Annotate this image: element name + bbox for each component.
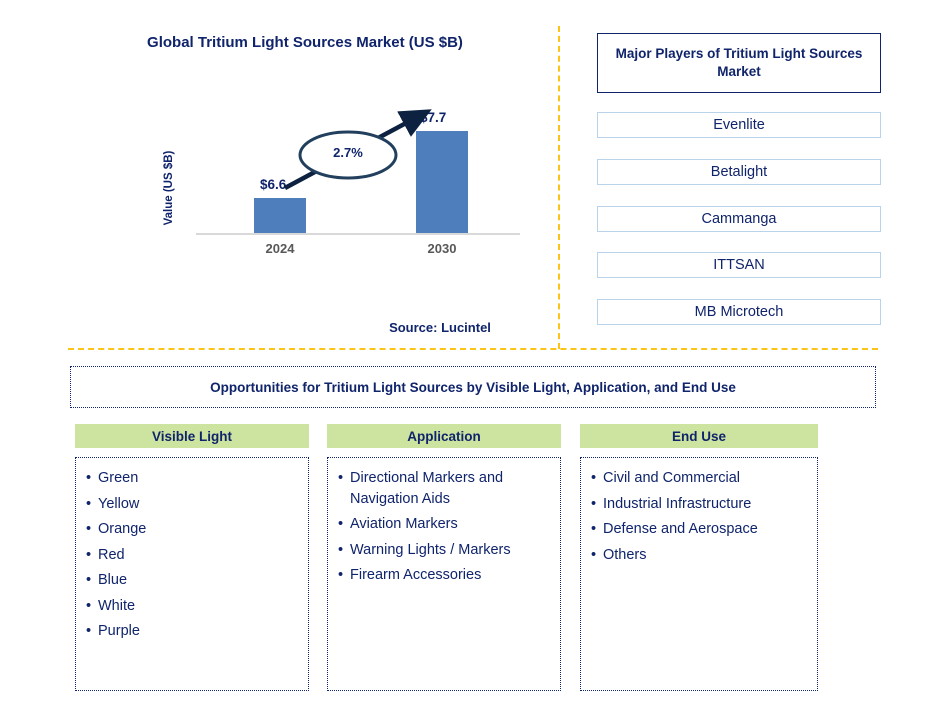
chart-source: Source: Lucintel [389, 320, 491, 335]
chart-title: Global Tritium Light Sources Market (US … [147, 34, 463, 51]
major-players-header: Major Players of Tritium Light Sources M… [597, 33, 881, 93]
list-item: Warning Lights / Markers [338, 540, 554, 561]
cagr-ellipse [298, 130, 398, 180]
list-item: Firearm Accessories [338, 565, 554, 586]
x-tick-2024: 2024 [265, 241, 295, 256]
x-axis-line [196, 233, 520, 235]
list-item: White [86, 596, 302, 617]
column-body-visible-light: Green Yellow Orange Red Blue White Purpl… [75, 457, 309, 691]
player-box-betalight[interactable]: Betalight [597, 159, 881, 185]
column-visible-light: Visible Light Green Yellow Orange Red Bl… [75, 424, 309, 691]
list-application: Directional Markers and Navigation Aids … [338, 468, 554, 586]
list-item: Directional Markers and Navigation Aids [338, 468, 554, 509]
market-bar-chart: Value (US $B) $6.6 $7.7 2024 2030 2.7% [163, 100, 530, 270]
player-box-mb-microtech[interactable]: MB Microtech [597, 299, 881, 325]
list-end-use: Civil and Commercial Industrial Infrastr… [591, 468, 811, 565]
bar-2024 [254, 198, 306, 233]
player-box-evenlite[interactable]: Evenlite [597, 112, 881, 138]
list-item: Blue [86, 570, 302, 591]
list-item: Aviation Markers [338, 514, 554, 535]
column-body-end-use: Civil and Commercial Industrial Infrastr… [580, 457, 818, 691]
player-box-cammanga[interactable]: Cammanga [597, 206, 881, 232]
cagr-value: 2.7% [333, 145, 363, 160]
list-item: Industrial Infrastructure [591, 494, 811, 515]
cagr-arrow-group [283, 109, 432, 190]
list-item: Red [86, 545, 302, 566]
column-application: Application Directional Markers and Navi… [327, 424, 561, 691]
opportunities-banner: Opportunities for Tritium Light Sources … [70, 366, 876, 408]
column-header-end-use: End Use [580, 424, 818, 448]
list-visible-light: Green Yellow Orange Red Blue White Purpl… [86, 468, 302, 642]
horizontal-dashed-divider [68, 348, 878, 350]
player-box-ittsan[interactable]: ITTSAN [597, 252, 881, 278]
bar-2030 [416, 131, 468, 233]
list-item: Orange [86, 519, 302, 540]
vertical-dashed-divider [558, 26, 560, 349]
list-item: Purple [86, 621, 302, 642]
column-header-application: Application [327, 424, 561, 448]
list-item: Defense and Aerospace [591, 519, 811, 540]
list-item: Others [591, 545, 811, 566]
column-body-application: Directional Markers and Navigation Aids … [327, 457, 561, 691]
column-header-visible-light: Visible Light [75, 424, 309, 448]
column-end-use: End Use Civil and Commercial Industrial … [580, 424, 818, 691]
list-item: Yellow [86, 494, 302, 515]
x-tick-2030: 2030 [427, 241, 457, 256]
bar-value-2024: $6.6 [260, 177, 287, 192]
list-item: Green [86, 468, 302, 489]
list-item: Civil and Commercial [591, 468, 811, 489]
